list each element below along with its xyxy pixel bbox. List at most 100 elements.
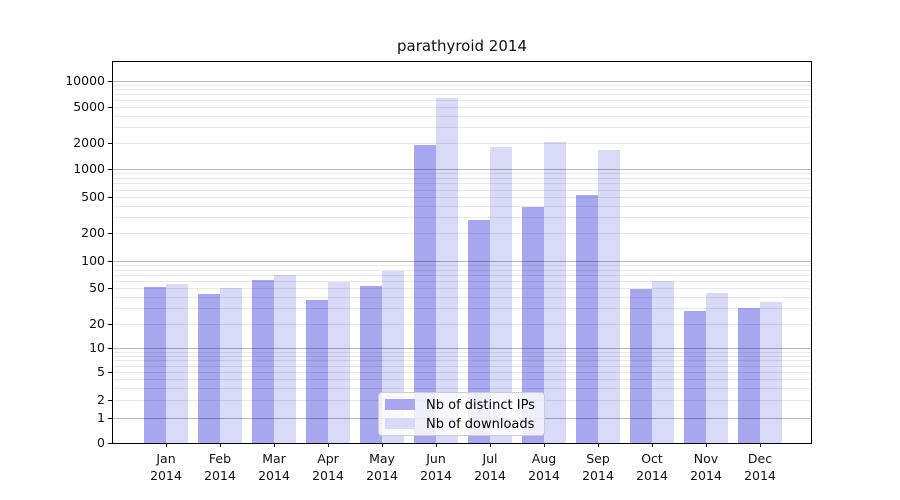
x-tick-label-oct: Oct 2014 <box>636 451 668 483</box>
y-tick-10 <box>108 348 113 349</box>
y-tick-label-200: 200 <box>81 225 105 240</box>
gridline-minor-5 <box>113 372 811 373</box>
gridline-major-10 <box>113 348 811 349</box>
y-tick-label-5: 5 <box>97 364 105 379</box>
bar-distinct-ips-aug <box>522 206 544 443</box>
legend-row-downloads: Nb of downloads <box>385 415 544 434</box>
gridline-minor-6 <box>113 365 811 367</box>
bar-distinct-ips-jul <box>468 219 490 443</box>
gridline-minor-8 <box>113 355 811 357</box>
gridline-minor-80 <box>113 269 811 271</box>
y-tick-1000 <box>108 169 113 170</box>
bar-downloads-feb <box>220 288 242 443</box>
y-tick-label-10000: 10000 <box>65 73 105 88</box>
gridline-minor-600 <box>113 189 811 191</box>
y-tick-50 <box>108 288 113 289</box>
legend-swatch-downloads <box>385 418 415 429</box>
chart-title: parathyroid 2014 <box>397 37 527 55</box>
x-tick-oct <box>652 443 653 447</box>
y-tick-label-2: 2 <box>97 392 105 407</box>
gridline-minor-50 <box>113 288 811 289</box>
bar-downloads-dec <box>760 302 782 443</box>
gridline-minor-9000 <box>113 84 811 86</box>
x-tick-label-jun: Jun 2014 <box>420 451 452 483</box>
gridline-minor-7 <box>113 360 811 362</box>
gridline-minor-4 <box>113 378 811 380</box>
x-tick-label-feb: Feb 2014 <box>204 451 236 483</box>
legend: Nb of distinct IPs Nb of downloads <box>378 392 545 436</box>
y-tick-5 <box>108 372 113 373</box>
bar-distinct-ips-nov <box>684 310 706 443</box>
y-tick-label-10: 10 <box>89 340 105 355</box>
y-tick-label-0: 0 <box>97 435 105 450</box>
x-tick-label-aug: Aug 2014 <box>528 451 560 483</box>
gridline-minor-7000 <box>113 94 811 96</box>
x-tick-feb <box>220 443 221 447</box>
gridline-minor-90 <box>113 265 811 267</box>
gridline-minor-2000 <box>113 143 811 144</box>
bar-distinct-ips-mar <box>252 280 274 443</box>
y-tick-label-20: 20 <box>89 316 105 331</box>
y-tick-20 <box>108 324 113 325</box>
gridline-minor-500 <box>113 197 811 198</box>
x-tick-sep <box>598 443 599 447</box>
grid-layer <box>113 62 811 443</box>
y-tick-label-1000: 1000 <box>73 161 105 176</box>
plot-area: Nb of distinct IPs Nb of downloads <box>112 61 812 444</box>
gridline-minor-200 <box>113 233 811 234</box>
bar-distinct-ips-feb <box>198 293 220 443</box>
y-tick-500 <box>108 197 113 198</box>
gridline-minor-20 <box>113 324 811 325</box>
y-tick-0 <box>108 443 113 444</box>
gridline-minor-6000 <box>113 100 811 102</box>
bar-downloads-mar <box>274 274 296 443</box>
x-tick-label-may: May 2014 <box>366 451 398 483</box>
gridline-minor-3000 <box>113 127 811 129</box>
bar-distinct-ips-oct <box>630 288 652 443</box>
bar-downloads-sep <box>598 149 620 443</box>
gridline-minor-9 <box>113 351 811 353</box>
gridline-minor-3 <box>113 387 811 389</box>
gridline-minor-300 <box>113 217 811 219</box>
x-tick-jul <box>490 443 491 447</box>
bar-distinct-ips-sep <box>576 195 598 443</box>
y-tick-100 <box>108 261 113 262</box>
x-tick-label-dec: Dec 2014 <box>744 451 776 483</box>
y-tick-label-100: 100 <box>81 253 105 268</box>
y-tick-label-50: 50 <box>89 280 105 295</box>
x-tick-label-jan: Jan 2014 <box>150 451 182 483</box>
x-tick-label-nov: Nov 2014 <box>690 451 722 483</box>
x-tick-may <box>382 443 383 447</box>
y-tick-1 <box>108 418 113 419</box>
bar-downloads-aug <box>544 142 566 443</box>
bar-downloads-jul <box>490 146 512 443</box>
gridline-minor-60 <box>113 280 811 282</box>
bar-distinct-ips-dec <box>738 308 760 443</box>
y-tick-2000 <box>108 143 113 144</box>
x-tick-nov <box>706 443 707 447</box>
y-tick-5000 <box>108 107 113 108</box>
bars-layer <box>113 62 811 443</box>
y-tick-label-500: 500 <box>81 189 105 204</box>
gridline-minor-8000 <box>113 89 811 91</box>
y-tick-label-2000: 2000 <box>73 135 105 150</box>
x-tick-label-sep: Sep 2014 <box>582 451 614 483</box>
y-tick-200 <box>108 233 113 234</box>
y-tick-label-5000: 5000 <box>73 99 105 114</box>
bar-distinct-ips-apr <box>306 299 328 443</box>
x-tick-dec <box>760 443 761 447</box>
x-tick-jan <box>166 443 167 447</box>
x-tick-mar <box>274 443 275 447</box>
bar-downloads-nov <box>706 293 728 443</box>
x-tick-aug <box>544 443 545 447</box>
x-tick-jun <box>436 443 437 447</box>
bar-distinct-ips-jun <box>414 144 436 443</box>
y-tick-2 <box>108 400 113 401</box>
legend-swatch-distinct-ips <box>385 399 415 410</box>
gridline-minor-40 <box>113 296 811 298</box>
bar-downloads-jun <box>436 98 458 443</box>
y-tick-10000 <box>108 81 113 82</box>
gridline-minor-800 <box>113 178 811 179</box>
legend-row-distinct-ips: Nb of distinct IPs <box>385 396 544 415</box>
